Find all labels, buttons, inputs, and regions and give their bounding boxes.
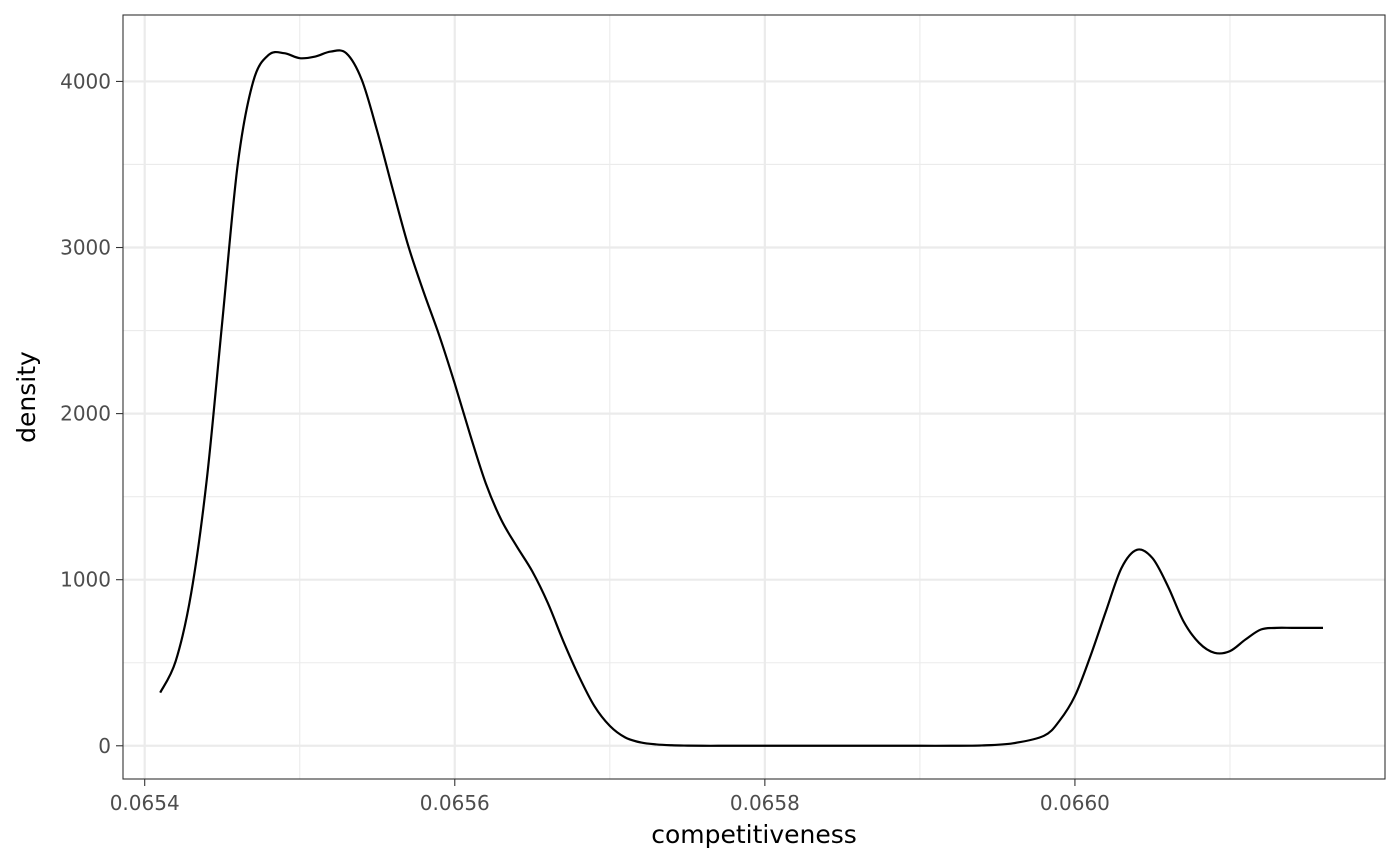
plot-panel-border — [122, 14, 1386, 780]
x-axis-title: competitiveness — [651, 820, 857, 849]
minor-gridlines — [123, 15, 1385, 779]
x-tick-label: 0.0658 — [730, 791, 800, 815]
x-tick-label: 0.0660 — [1040, 791, 1110, 815]
y-tick-label: 3000 — [60, 236, 111, 260]
y-tick-label: 4000 — [60, 69, 111, 93]
y-axis-title: density — [12, 351, 41, 443]
y-tick-label: 2000 — [60, 402, 111, 426]
y-tick-label: 1000 — [60, 568, 111, 592]
density-curve — [159, 49, 1323, 747]
plot-panel-background — [123, 15, 1385, 779]
x-axis: 0.0654 0.0656 0.0658 0.0660 — [110, 779, 1110, 815]
y-axis: 0 1000 2000 3000 4000 — [60, 69, 123, 758]
y-tick-label: 0 — [98, 734, 111, 758]
x-tick-label: 0.0654 — [110, 791, 180, 815]
x-tick-label: 0.0656 — [420, 791, 490, 815]
